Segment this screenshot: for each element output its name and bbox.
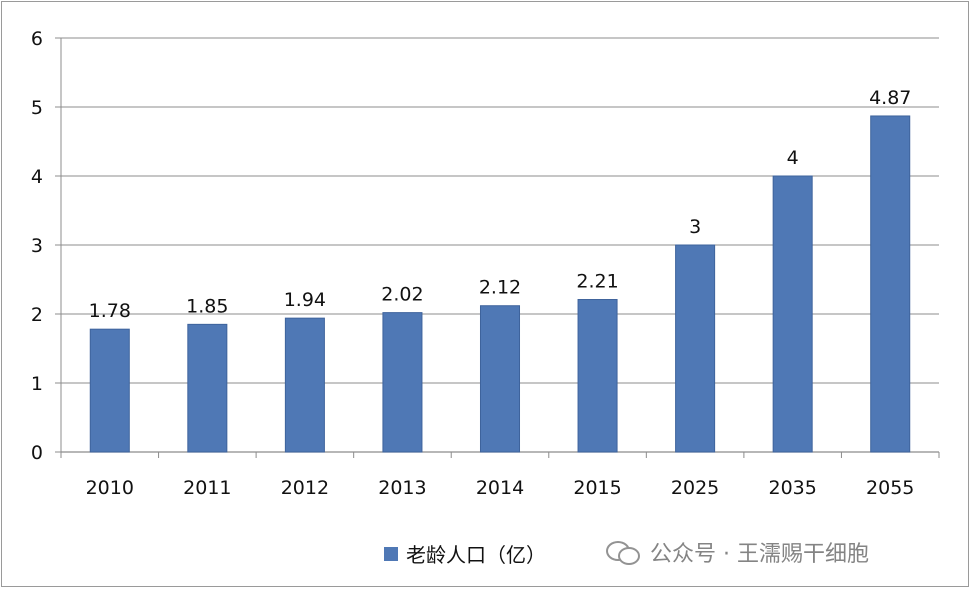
y-tick-label: 3 [31, 235, 43, 257]
legend: 老龄人口（亿） [384, 539, 546, 568]
x-tick-label: 2025 [671, 477, 719, 499]
bar [870, 115, 911, 453]
wechat-icon [606, 539, 640, 565]
data-label: 3 [689, 216, 701, 238]
x-tick-label: 2035 [768, 477, 816, 499]
x-tick-label: 2014 [476, 477, 524, 499]
bar [675, 244, 716, 453]
legend-swatch [384, 546, 398, 561]
watermark: 公众号 · 王濡赐干细胞 [606, 536, 869, 568]
data-label: 2.12 [479, 277, 521, 299]
y-tick-label: 0 [31, 442, 43, 464]
x-tick-label: 2055 [866, 477, 914, 499]
x-tick-label: 2012 [281, 477, 329, 499]
data-label: 1.94 [284, 289, 326, 311]
data-label: 4.87 [869, 87, 911, 109]
bar [772, 175, 813, 453]
watermark-text: 公众号 · 王濡赐干细胞 [650, 542, 869, 567]
y-tick-label: 5 [31, 97, 43, 119]
bar [89, 328, 130, 453]
bar [284, 317, 325, 453]
y-tick-label: 2 [31, 304, 43, 326]
x-tick-label: 2010 [86, 477, 134, 499]
bar [187, 323, 228, 453]
data-label: 1.78 [89, 300, 131, 322]
y-tick-label: 4 [31, 166, 43, 188]
y-tick-label: 6 [31, 28, 43, 50]
data-label: 4 [787, 147, 799, 169]
y-tick-label: 1 [31, 373, 43, 395]
bar [382, 312, 423, 453]
x-tick-label: 2015 [573, 477, 621, 499]
data-label: 2.02 [381, 284, 423, 306]
x-tick-label: 2013 [378, 477, 426, 499]
data-label: 1.85 [186, 295, 228, 317]
bar [577, 299, 618, 453]
legend-label: 老龄人口（亿） [406, 543, 546, 567]
bar [479, 305, 521, 453]
data-label: 2.21 [576, 271, 618, 293]
x-tick-label: 2011 [183, 477, 231, 499]
